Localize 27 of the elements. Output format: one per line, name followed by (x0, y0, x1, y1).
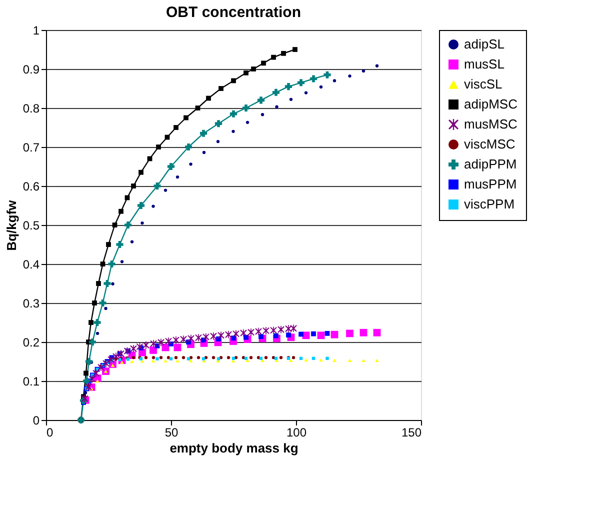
y-tick-label: 1 (32, 24, 40, 38)
legend-label: viscMSC (464, 136, 516, 152)
y-tick-label: 0.2 (22, 336, 40, 350)
x-tick-label: 100 (286, 426, 307, 440)
legend-label: musMSC (464, 116, 518, 132)
chart-title: OBT concentration (166, 4, 302, 21)
legend-label: musSL (464, 56, 504, 72)
legend-label: adipPPM (464, 156, 517, 172)
y-tick-label: 0.7 (22, 140, 40, 154)
x-tick-label: 0 (46, 426, 54, 440)
x-tick-label: 150 (401, 426, 422, 440)
y-tick-label: 0.9 (22, 62, 40, 76)
legend-label: viscPPM (464, 196, 515, 212)
y-tick-label: 0.8 (22, 102, 40, 116)
y-tick-label: 0.1 (22, 374, 40, 388)
legend-label: adipSL (464, 36, 504, 52)
y-tick-label: 0.6 (22, 180, 40, 194)
y-axis-title: Bq/kgfw (4, 199, 19, 251)
x-tick-label: 50 (164, 426, 178, 440)
y-tick-label: 0.5 (22, 218, 40, 232)
y-tick-label: 0 (32, 414, 40, 428)
y-tick-label: 0.3 (22, 296, 40, 310)
legend-label: viscSL (464, 76, 502, 92)
x-axis-title: empty body mass kg (170, 440, 298, 456)
legend-label: adipMSC (464, 96, 518, 112)
y-tick-label: 0.4 (22, 258, 40, 272)
legend-label: musPPM (464, 176, 517, 192)
